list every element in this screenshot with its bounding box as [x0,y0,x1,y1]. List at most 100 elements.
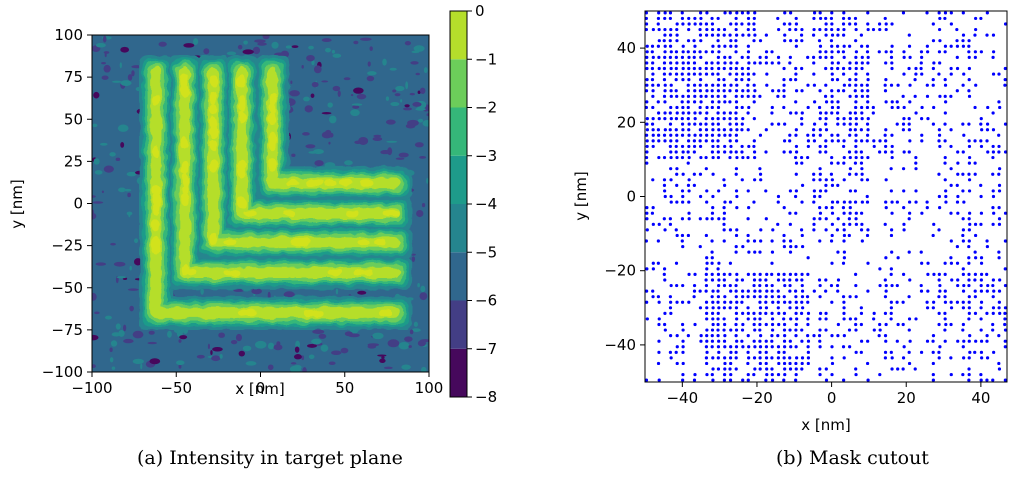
scatter-point [925,339,930,343]
scatter-point [973,295,977,299]
scatter-point [1003,306,1007,310]
scatter-point [668,144,672,149]
scatter-point [926,116,930,121]
scatter-point [704,128,709,132]
scatter-point [729,345,733,349]
scatter-point [651,61,655,65]
scatter-point [746,50,751,54]
scatter-point [729,39,733,43]
scatter-point [829,172,834,176]
background-speckle [308,354,315,360]
scatter-point [746,72,750,76]
scatter-point [788,283,792,288]
scatter-point [919,289,924,293]
scatter-point [645,66,649,71]
scatter-point [908,100,912,104]
scatter-point [662,39,666,43]
background-speckle [93,91,100,99]
scatter-point [830,345,834,349]
scatter-point [937,139,941,143]
hotspot [180,193,189,206]
hotspot [380,309,393,317]
y-tick-label-a: 100 [54,26,83,44]
scatter-point [728,116,732,121]
scatter-point [824,317,828,321]
scatter-point [967,44,971,48]
scatter-point [752,278,757,282]
scatter-point [645,317,649,321]
scatter-point [800,283,804,288]
scatter-point [645,22,649,26]
scatter-point [878,322,882,327]
scatter-point [830,178,834,182]
scatter-point [645,206,649,210]
scatter-point [949,356,953,360]
scatter-point [776,356,780,360]
scatter-point [1003,339,1007,343]
background-speckle [422,120,429,127]
scatter-point [692,55,696,59]
scatter-point [853,200,858,204]
scatter-point [764,361,768,366]
scatter-point [830,300,834,304]
scatter-point [662,133,667,137]
background-speckle [398,152,409,158]
scatter-point [818,111,823,115]
scatter-point [675,233,679,238]
scatter-point [806,83,810,87]
scatter-point [824,144,828,149]
scatter-point [961,300,965,304]
scatter-point [884,289,888,293]
background-speckle [359,37,372,41]
scatter-point [705,11,709,15]
scatter-point [758,272,762,277]
scatter-point [806,356,811,360]
scatter-point [722,222,726,226]
scatter-point [979,222,983,226]
scatter-point [967,122,971,126]
scatter-point [974,16,978,21]
scatter-point [711,44,715,48]
scatter-point [740,22,744,26]
scatter-point [991,144,995,149]
scatter-point [812,334,816,338]
scatter-point [824,178,828,182]
scatter-point [651,72,655,76]
scatter-point [764,278,768,282]
scatter-point [1003,211,1007,215]
scatter-point [675,22,679,26]
background-speckle [134,238,139,244]
scatter-point [740,55,744,59]
scatter-point [777,61,781,65]
scatter-point [943,155,947,160]
scatter-point [961,328,965,332]
scatter-point [949,44,953,48]
scatter-point [675,172,679,176]
scatter-point [866,116,870,121]
scatter-point [669,334,673,338]
scatter-point [771,89,775,93]
scatter-point [681,94,685,98]
scatter-point [931,22,935,26]
scatter-point [860,222,864,226]
scatter-point [776,200,780,204]
scatter-point [710,295,714,299]
scatter-point [746,272,750,277]
scatter-point [812,222,816,226]
scatter-point [997,361,1001,366]
hotspot [286,179,299,187]
scatter-point [824,183,828,187]
scatter-point [884,27,888,32]
scatter-point [883,350,888,354]
scatter-point [824,66,828,71]
scatter-point [836,116,840,121]
scatter-point [669,300,673,304]
scatter-point [651,105,655,110]
scatter-point [651,89,655,93]
scatter-point [794,289,798,293]
background-speckle [148,330,155,335]
hotspot [209,116,218,129]
hotspot [180,136,189,149]
scatter-point [699,122,703,126]
scatter-point [663,11,667,15]
